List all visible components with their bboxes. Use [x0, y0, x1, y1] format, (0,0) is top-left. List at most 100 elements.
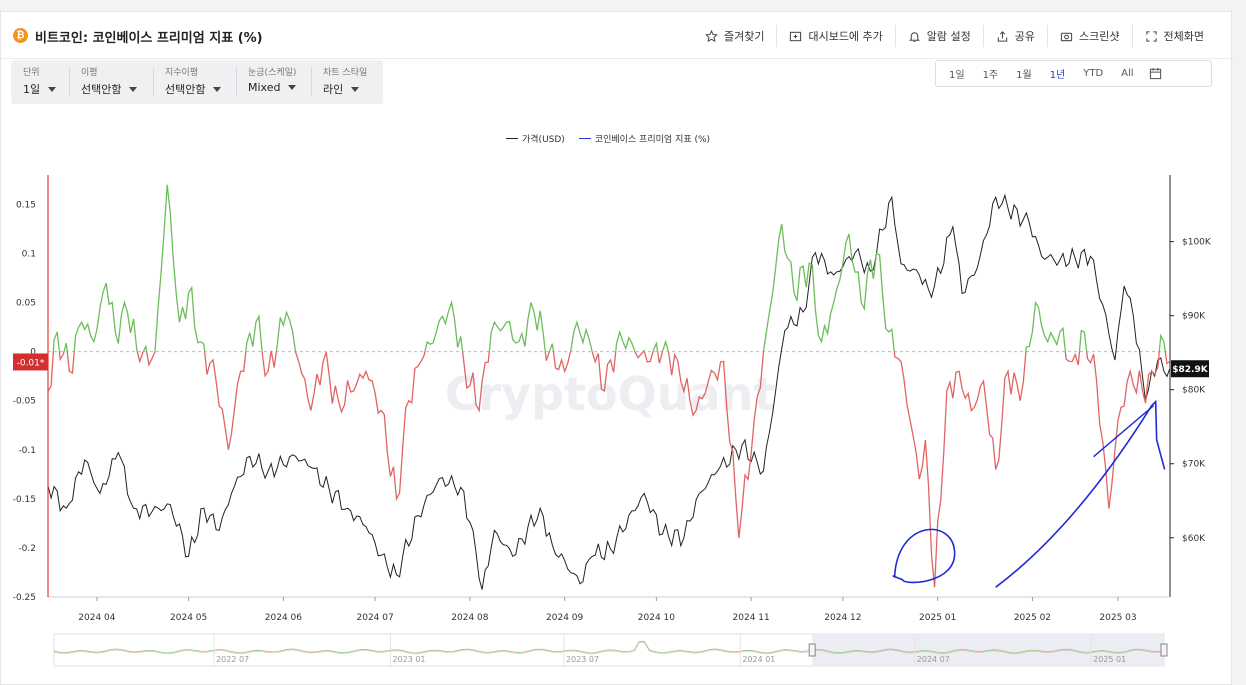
hand-annotations — [892, 399, 1166, 588]
fullscreen-icon — [1145, 30, 1157, 42]
chevron-down-icon — [48, 86, 57, 92]
navigator-tick-label: 2023 07 — [566, 655, 599, 664]
watermark-text: CryptoQuant — [445, 367, 776, 421]
x-tick-label: 2024 09 — [546, 613, 583, 623]
current-price-label: $82.9K — [1172, 365, 1208, 375]
scale-dropdown[interactable]: 눈금(스케일) Mixed — [236, 60, 311, 104]
chevron-down-icon — [288, 85, 297, 90]
exponential-moving-average-label: 지수이평 — [165, 68, 199, 78]
current-premium-label: -0.01* — [17, 358, 45, 368]
chart-legend: 가격(USD) 코인베이스 프리미엄 지표 (%) — [506, 132, 724, 145]
chart-header: ₿ 비트코인: 코인베이스 프리미엄 지표 (%) 즐겨찾기 대시보드에 추가 … — [1, 12, 1233, 59]
x-tick-label: 2024 11 — [733, 613, 770, 623]
annotation-arrow — [1093, 405, 1155, 458]
y-left-tick-label: -0.2 — [18, 544, 36, 554]
unit-label: 단위 — [23, 68, 40, 78]
x-tick-label: 2024 06 — [265, 613, 302, 623]
legend-item-premium[interactable]: 코인베이스 프리미엄 지표 (%) — [578, 132, 711, 145]
unit-dropdown[interactable]: 단위 1일 — [11, 60, 69, 104]
navigator-tick-label: 2024 07 — [917, 655, 950, 664]
navigator-tick-label: 2022 07 — [216, 655, 249, 664]
legend-swatch-premium — [578, 138, 591, 139]
chart-style-dropdown[interactable]: 차트 스타일 라인 — [311, 60, 383, 104]
x-tick-label: 2025 03 — [1099, 613, 1136, 623]
add-to-dashboard-label: 대시보드에 추가 — [808, 30, 883, 43]
calendar-icon — [1149, 67, 1161, 80]
share-button[interactable]: 공유 — [982, 25, 1047, 47]
current-premium-badge — [13, 353, 48, 371]
legend-label-premium: 코인베이스 프리미엄 지표 (%) — [594, 135, 711, 145]
range-1y[interactable]: 1년 — [1049, 70, 1066, 81]
chevron-down-icon — [213, 86, 222, 92]
alarm-settings-button[interactable]: 알람 설정 — [894, 25, 983, 47]
dashboard-add-icon — [790, 31, 802, 41]
exponential-moving-average-dropdown[interactable]: 지수이평 선택안함 — [153, 60, 236, 104]
y-right-tick-label: $60K — [1182, 534, 1206, 544]
y-left-tick-label: -0.05 — [13, 397, 36, 407]
share-label: 공유 — [1014, 30, 1036, 43]
range-navigator[interactable]: 2022 07 2023 01 2023 07 2024 01 2024 07 2025 … — [53, 633, 1168, 667]
scale-label: 눈금(스케일) — [248, 68, 297, 78]
share-icon — [997, 30, 1007, 42]
chart-axes: 0.15 0.1 0.05 0 -0.05 -0.1 -0.15 -0.2 -0.25 $100K… — [13, 175, 1212, 623]
legend-item-price[interactable]: 가격(USD) — [506, 132, 565, 145]
fullscreen-button[interactable]: 전체화면 — [1131, 25, 1216, 47]
navigator-handle-right[interactable] — [1160, 643, 1168, 657]
legend-swatch-price — [506, 138, 518, 139]
range-1w[interactable]: 1주 — [982, 70, 999, 81]
camera-icon — [1060, 32, 1073, 41]
bitcoin-icon: ₿ — [13, 28, 28, 43]
moving-average-value: 선택안함 — [81, 83, 122, 96]
x-tick-label: 2024 05 — [170, 613, 207, 623]
navigator-tick-label: 2024 01 — [742, 655, 775, 664]
current-price-badge — [1171, 360, 1209, 378]
chart-style-label: 차트 스타일 — [323, 68, 368, 78]
premium-series — [48, 184, 1170, 588]
navigator-handle-left[interactable] — [808, 643, 816, 657]
x-tick-label: 2024 04 — [78, 613, 115, 623]
y-left-tick-label: -0.15 — [13, 495, 36, 505]
chevron-down-icon — [129, 86, 138, 92]
x-tick-label: 2024 10 — [638, 613, 675, 623]
chart-controls: 단위 1일 이평 선택안함 지수이평 선택안함 눈금(스케일) Mixed 차트… — [11, 60, 383, 104]
page-title: 비트코인: 코인베이스 프리미엄 지표 (%) — [35, 31, 263, 46]
range-ytd[interactable]: YTD — [1083, 68, 1104, 79]
y-left-tick-label: 0.1 — [22, 250, 36, 260]
x-tick-label: 2024 12 — [824, 613, 861, 623]
premium-line-negative — [48, 351, 1170, 588]
chart-style-value: 라인 — [323, 83, 344, 96]
range-1m[interactable]: 1월 — [1016, 70, 1032, 81]
favorite-button[interactable]: 즐겨찾기 — [693, 25, 776, 47]
x-tick-label: 2025 01 — [919, 613, 956, 623]
navigator-tick-label: 2023 01 — [392, 655, 425, 664]
range-all[interactable]: All — [1121, 68, 1134, 79]
y-left-tick-label: -0.25 — [13, 593, 36, 603]
chevron-down-icon — [351, 86, 360, 92]
y-left-tick-label: 0.05 — [16, 299, 36, 309]
screenshot-button[interactable]: 스크린샷 — [1047, 25, 1131, 47]
annotation-trend-line — [995, 399, 1166, 588]
scale-value: Mixed — [248, 81, 281, 94]
screenshot-label: 스크린샷 — [1079, 30, 1120, 43]
y-left-tick-label: 0.15 — [16, 200, 36, 210]
alarm-settings-label: 알람 설정 — [926, 30, 971, 43]
legend-label-price: 가격(USD) — [522, 135, 565, 145]
navigator-trace-positive — [53, 640, 1165, 654]
add-to-dashboard-button[interactable]: 대시보드에 추가 — [776, 25, 894, 47]
y-right-tick-label: $80K — [1182, 386, 1206, 396]
star-icon — [705, 29, 718, 42]
range-1d[interactable]: 1일 — [949, 70, 965, 81]
calendar-button[interactable] — [1149, 67, 1162, 80]
y-left-tick-label: 0 — [30, 348, 36, 358]
annotation-circle — [892, 528, 956, 584]
navigator-trace-negative — [53, 641, 1165, 655]
y-right-tick-label: $100K — [1182, 238, 1212, 248]
moving-average-label: 이평 — [81, 68, 98, 78]
exponential-moving-average-value: 선택안함 — [165, 83, 206, 96]
moving-average-dropdown[interactable]: 이평 선택안함 — [69, 60, 153, 104]
y-left-tick-label: -0.1 — [18, 446, 36, 456]
price-series — [47, 193, 1171, 590]
y-right-tick-label: $70K — [1182, 460, 1206, 470]
bell-icon — [908, 31, 920, 42]
price-line — [47, 193, 1171, 590]
